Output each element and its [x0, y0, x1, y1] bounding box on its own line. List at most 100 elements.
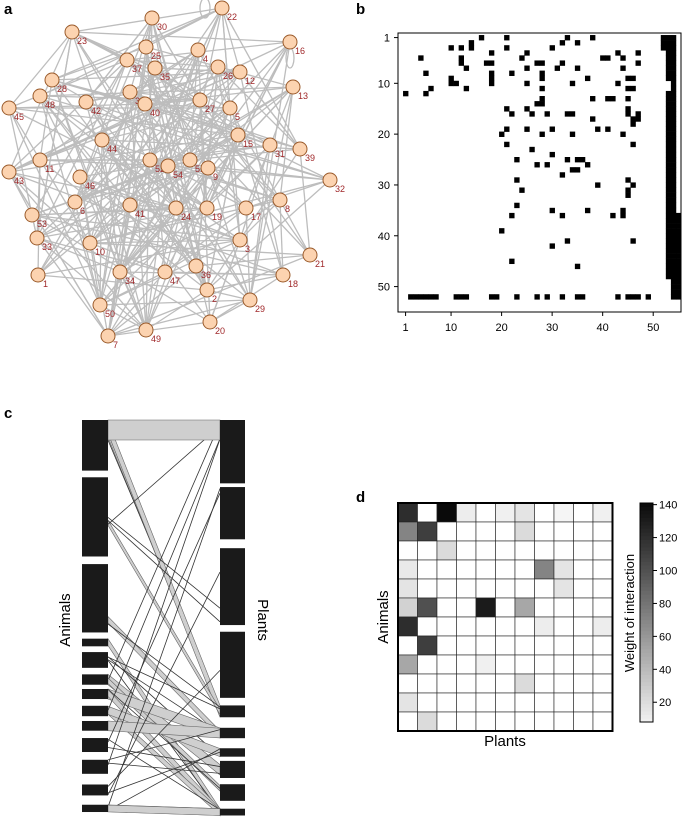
link: [107, 571, 221, 796]
cell: [514, 692, 535, 713]
node: [302, 247, 318, 263]
node-label: 18: [288, 279, 298, 289]
node: [202, 314, 218, 330]
cell: [539, 75, 545, 82]
cell: [509, 212, 515, 219]
link: [107, 493, 221, 743]
y-tick-label: 50: [378, 282, 390, 294]
cell: [665, 223, 672, 229]
node-label: 7: [113, 340, 118, 350]
colorbar-step: [640, 696, 653, 701]
cell: [630, 85, 636, 92]
cell: [534, 294, 540, 300]
edge: [36, 31, 73, 239]
edge: [89, 239, 241, 244]
link: [107, 438, 221, 711]
cell: [665, 207, 672, 214]
cell: [514, 294, 520, 300]
cell: [448, 80, 454, 87]
cell: [453, 80, 459, 87]
link: [107, 659, 221, 734]
edge: [245, 207, 251, 301]
heatmap: 20 40 60 80 100 120 140: [397, 500, 677, 732]
y-tick-label: 1: [384, 33, 390, 45]
colorbar-step: [640, 546, 653, 551]
colorbar-step: [640, 634, 653, 639]
node: [138, 322, 154, 338]
colorbar-tick-label: 120: [659, 533, 677, 545]
cell: [670, 217, 677, 224]
cell: [539, 70, 545, 76]
cell: [417, 521, 438, 542]
cell: [488, 80, 495, 87]
node-label: 26: [223, 71, 233, 81]
edge: [71, 31, 291, 43]
link: [107, 762, 221, 774]
cell: [670, 131, 677, 137]
cell: [553, 502, 574, 523]
cell: [539, 60, 545, 66]
cell: [495, 673, 516, 694]
colorbar-step: [640, 576, 653, 581]
edge: [39, 95, 81, 178]
cell: [514, 502, 535, 523]
cell: [670, 268, 677, 275]
edge: [99, 204, 131, 306]
node: [168, 200, 184, 216]
cell: [592, 635, 613, 656]
edge: [89, 242, 311, 256]
edge: [221, 7, 241, 73]
cell: [592, 673, 613, 694]
node: [137, 96, 153, 112]
node-label: 12: [245, 76, 255, 86]
edge: [51, 7, 223, 81]
cell: [635, 50, 641, 56]
edge: [206, 148, 301, 291]
cell: [675, 294, 682, 300]
node: [157, 264, 173, 280]
cell: [670, 207, 677, 214]
cell: [592, 597, 613, 618]
cell: [665, 146, 672, 153]
edge: [8, 107, 208, 209]
cell: [397, 502, 418, 523]
cell: [584, 75, 591, 82]
node-label: 1: [43, 279, 48, 289]
cell: [423, 294, 429, 300]
cell: [524, 80, 530, 87]
cell: [553, 559, 574, 580]
cell: [665, 106, 672, 112]
cell: [504, 35, 510, 41]
cell: [436, 540, 457, 561]
cell: [665, 55, 672, 61]
cell: [573, 654, 594, 675]
cell: [670, 212, 677, 219]
cell: [475, 502, 496, 523]
link: [107, 804, 221, 816]
edge: [31, 59, 128, 216]
cell: [665, 45, 672, 51]
cell: [417, 502, 438, 523]
node: [272, 192, 288, 208]
colorbar-step: [640, 608, 653, 613]
cell: [456, 635, 477, 656]
edge: [126, 59, 247, 209]
block: [220, 748, 245, 757]
cell: [670, 70, 677, 76]
cell: [534, 597, 555, 618]
edge: [279, 199, 284, 276]
cell: [417, 597, 438, 618]
edge: [199, 99, 311, 256]
edge: [51, 71, 241, 81]
block: [82, 652, 108, 668]
links: [107, 419, 221, 817]
cell: [670, 289, 677, 295]
colorbar-step: [640, 630, 653, 635]
cell: [553, 654, 574, 675]
cell: [475, 597, 496, 618]
cell: [553, 711, 574, 732]
cell: [670, 146, 677, 153]
cell: [514, 521, 535, 542]
cell: [670, 45, 677, 51]
